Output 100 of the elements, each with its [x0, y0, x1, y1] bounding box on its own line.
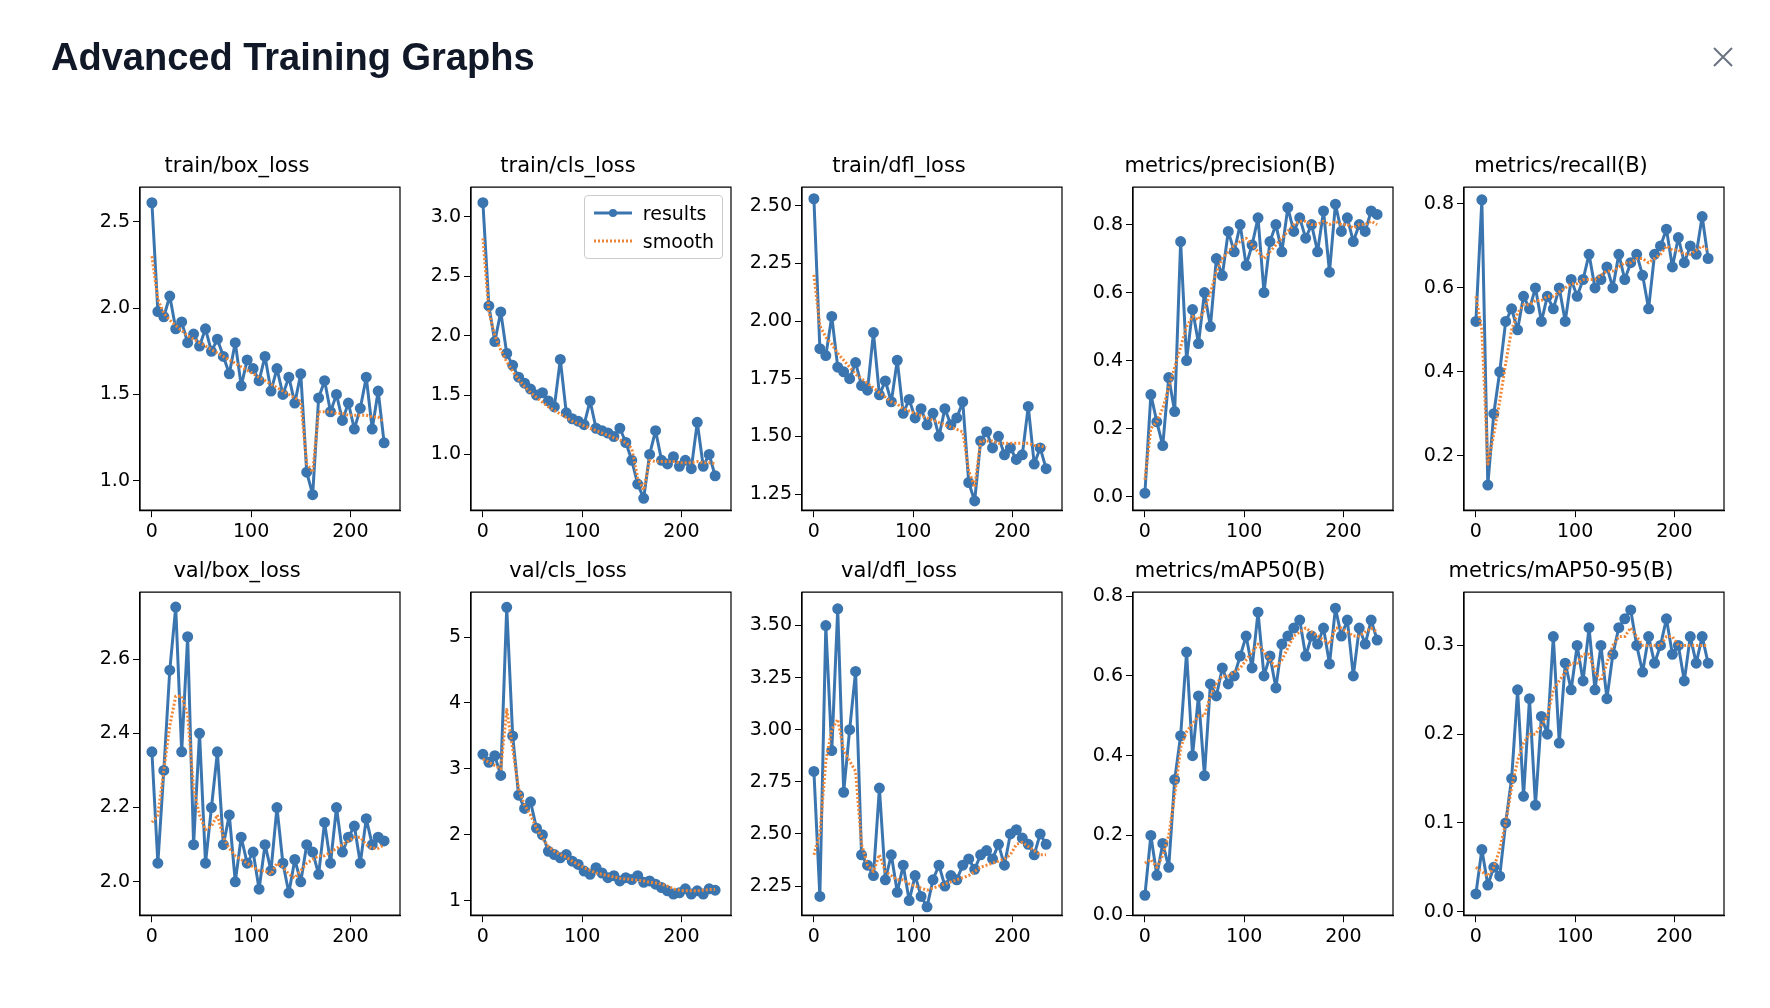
point: [1660, 613, 1672, 625]
point: [685, 463, 697, 475]
point: [1169, 406, 1181, 418]
point: [289, 397, 301, 409]
x-tick-label: 100: [1557, 518, 1594, 541]
point: [223, 368, 235, 380]
point: [1016, 449, 1028, 461]
point: [1198, 770, 1210, 782]
point: [1282, 202, 1294, 214]
x-tick-label: 0: [1469, 518, 1482, 541]
point: [879, 375, 891, 387]
point: [879, 874, 891, 886]
point: [1210, 253, 1222, 265]
y-tick-label: 1.75: [749, 365, 792, 388]
y-tick-label: 2.75: [749, 768, 792, 791]
point: [325, 857, 337, 869]
point: [1643, 303, 1655, 315]
point: [1139, 487, 1151, 499]
y-tick-label: 0.8: [1092, 583, 1123, 606]
point: [348, 423, 360, 435]
point: [271, 802, 283, 814]
point: [211, 333, 223, 345]
point: [495, 306, 507, 318]
y-tick-label: 1.25: [749, 480, 792, 503]
point: [1524, 303, 1535, 315]
point: [378, 835, 390, 847]
point: [217, 839, 229, 851]
point: [638, 492, 650, 504]
x-tick-label: 200: [663, 518, 700, 541]
x-tick-label: 200: [1656, 518, 1693, 541]
x-tick-label: 0: [476, 923, 489, 946]
y-tick-label: 0.2: [1423, 721, 1454, 744]
y-tick-label: 1: [448, 887, 461, 910]
text: Advanced Training Graphs: [51, 36, 535, 79]
point: [1204, 321, 1216, 333]
y-tick-label: 0.4: [1423, 358, 1454, 381]
point: [1512, 324, 1524, 336]
point: [176, 316, 188, 328]
point: [1529, 282, 1541, 294]
point: [247, 363, 259, 375]
point: [247, 846, 259, 858]
y-tick-label: 0.6: [1423, 274, 1454, 297]
y-tick-label: 1.50: [749, 423, 792, 446]
point: [1010, 824, 1022, 836]
point: [963, 477, 975, 489]
point: [182, 337, 194, 349]
point: [1312, 246, 1324, 258]
point: [283, 887, 295, 899]
y-tick-label: 3.25: [749, 664, 792, 687]
point: [1359, 225, 1371, 237]
point: [1175, 236, 1187, 248]
line-series: [812, 273, 1048, 489]
point: [1696, 631, 1708, 643]
point: [1252, 606, 1264, 618]
point: [584, 395, 596, 407]
point: [1371, 208, 1383, 220]
point: [951, 412, 963, 424]
point: [1228, 670, 1240, 682]
point: [1547, 631, 1559, 643]
point: [963, 853, 975, 865]
point: [188, 328, 200, 340]
point: [867, 327, 879, 339]
point: [330, 388, 342, 400]
point: [1341, 212, 1353, 224]
point: [1678, 675, 1690, 687]
y-tick-label: 3: [448, 755, 461, 778]
x-tick-label: 0: [807, 518, 820, 541]
point: [477, 197, 489, 209]
point: [336, 414, 348, 426]
point: [909, 870, 921, 882]
point: [330, 802, 342, 814]
point: [820, 350, 832, 362]
point: [1347, 236, 1359, 248]
point: [1476, 844, 1488, 856]
point: [164, 664, 176, 676]
point: [229, 337, 241, 349]
point: [1216, 662, 1228, 674]
point: [614, 422, 626, 434]
x-tick-label: 0: [145, 923, 158, 946]
x-tick-label: 0: [145, 518, 158, 541]
point: [1631, 248, 1643, 260]
point: [259, 350, 271, 362]
point: [1175, 730, 1187, 742]
point: [152, 857, 164, 869]
point: [987, 442, 999, 454]
x-tick-label: 200: [332, 518, 369, 541]
point: [1553, 737, 1565, 749]
point: [313, 868, 325, 880]
point: [998, 859, 1010, 871]
point: [1589, 282, 1601, 294]
point: [915, 890, 927, 902]
point: [1559, 315, 1571, 327]
point: [1506, 303, 1518, 315]
y-tick-label: 2.4: [99, 720, 130, 743]
point: [1702, 657, 1714, 669]
point: [1222, 678, 1234, 690]
point: [229, 876, 241, 888]
point: [1500, 315, 1512, 327]
point: [921, 419, 933, 431]
legend-label: results: [642, 201, 707, 227]
